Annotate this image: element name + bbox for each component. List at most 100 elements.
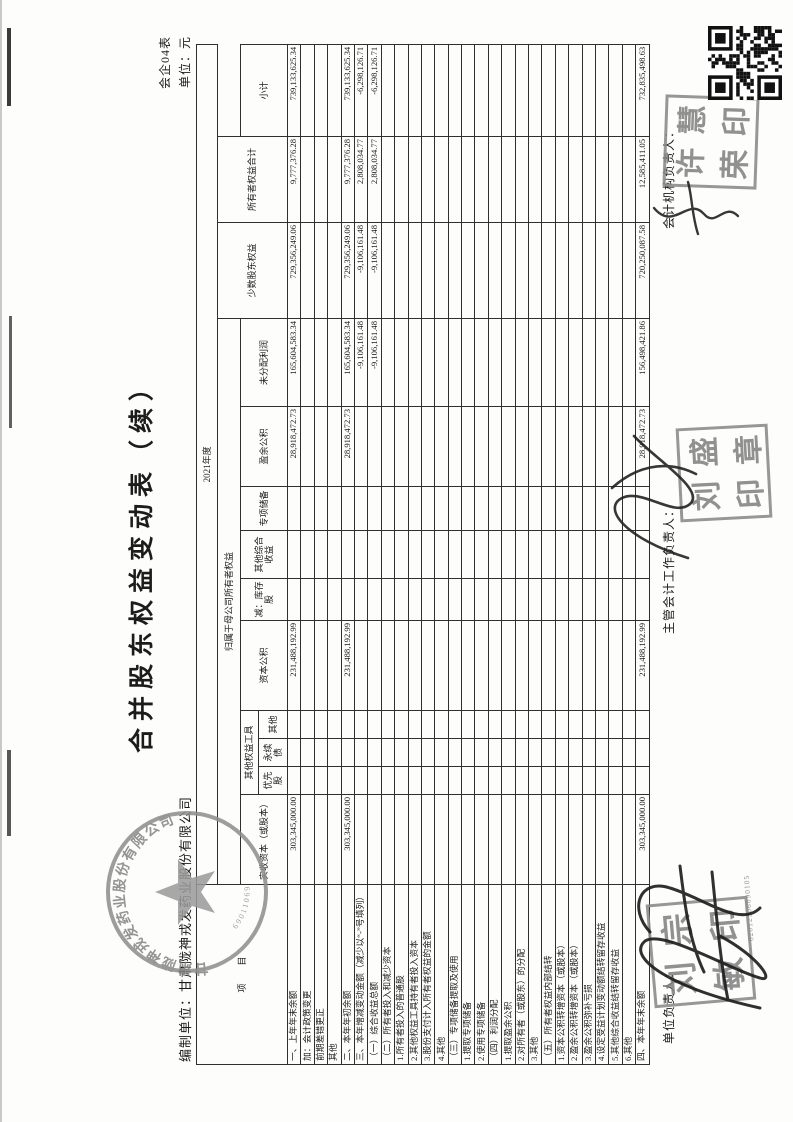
row-label-cell: 前期差错更正 (314, 884, 328, 1065)
value-cell (528, 136, 542, 223)
value-cell (314, 738, 328, 767)
value-cell: -9,106,161.48 (367, 318, 382, 407)
value-cell (488, 620, 502, 711)
value-cell (421, 578, 435, 621)
value-cell (474, 794, 489, 885)
value-cell (568, 318, 583, 407)
accounting-dept-head-handwritten-signature (652, 180, 740, 236)
value-cell (568, 44, 583, 137)
value-cell (327, 530, 342, 579)
value-cell: 739,133,625.34 (341, 44, 355, 137)
value-cell (582, 44, 596, 137)
value-cell (555, 766, 569, 795)
value-cell (408, 794, 422, 885)
value-cell (341, 766, 355, 795)
table-row: 2.对所有者（或股东）的分配 (515, 44, 529, 1065)
value-cell: -6,298,126.71 (354, 44, 368, 137)
value-cell (541, 710, 556, 739)
value-cell (541, 794, 556, 885)
value-cell (448, 222, 462, 319)
value-cell (541, 44, 556, 137)
value-cell (501, 44, 516, 137)
table-row: 3.其他 (528, 44, 542, 1065)
row-label-cell: （一）综合收益总额 (367, 884, 382, 1065)
value-cell (394, 44, 409, 137)
stamp-char: 印 (734, 477, 769, 510)
value-cell (448, 794, 462, 885)
scan-artifact (7, 750, 11, 836)
value-cell (434, 578, 449, 621)
value-cell (300, 136, 315, 223)
value-cell: 28,918,472.73 (341, 406, 355, 487)
value-cell (488, 318, 502, 407)
value-cell (501, 738, 516, 767)
value-cell (354, 794, 368, 885)
value-cell (595, 794, 609, 885)
currency-unit-note: 单位：元 (178, 36, 192, 89)
seal-code: 69011069 (231, 884, 252, 930)
value-cell (381, 738, 395, 767)
value-cell (461, 136, 475, 223)
value-cell (541, 222, 556, 319)
table-row: 前期差错更正 (314, 44, 328, 1065)
value-cell (595, 766, 609, 795)
value-cell (595, 578, 609, 621)
row-label-cell: 三、本年增减变动金额（减少以“-”号填列） (354, 884, 368, 1065)
value-cell (394, 794, 409, 885)
value-cell (300, 620, 315, 711)
value-cell (300, 44, 315, 137)
capital-reserve-header: 资本公积 (240, 620, 288, 711)
value-cell (341, 530, 355, 579)
value-cell (408, 710, 422, 739)
value-cell (394, 222, 409, 319)
value-cell (622, 318, 636, 407)
value-cell (461, 738, 475, 767)
value-cell (381, 486, 395, 531)
value-cell (434, 222, 449, 319)
row-label-cell: 一、上年年末余额 (287, 884, 301, 1065)
table-row: 3.股份支付计入所有者权益的金额 (421, 44, 435, 1065)
value-cell (314, 620, 328, 711)
scan-artifact (0, 0, 2, 1122)
value-cell (568, 136, 583, 223)
value-cell (367, 486, 382, 531)
table-row: （二）所有者投入和减少资本 (381, 44, 395, 1065)
value-cell (354, 738, 368, 767)
value-cell (488, 738, 502, 767)
value-cell (515, 766, 529, 795)
value-cell (501, 578, 516, 621)
value-cell (394, 136, 409, 223)
value-cell (555, 222, 569, 319)
value-cell (327, 710, 342, 739)
value-cell (354, 620, 368, 711)
value-cell (461, 620, 475, 711)
value-cell (528, 486, 542, 531)
value-cell (314, 794, 328, 885)
table-row: 一、上年年末余额 303,345,000.00 231,488,192.99 28,9… (287, 44, 301, 1065)
value-cell (541, 620, 556, 711)
row-label-cell: 2.其他权益工具持有者投入资本 (408, 884, 422, 1065)
other-instruments-header: 其他 (258, 710, 288, 739)
value-cell (622, 222, 636, 319)
value-cell (528, 530, 542, 579)
row-label-cell: （五）所有者权益内部结转 (541, 884, 556, 1065)
value-cell (300, 710, 315, 739)
row-label-cell: 其他 (327, 884, 342, 1065)
value-cell (541, 318, 556, 407)
table-row: 2.其他权益工具持有者投入资本 (408, 44, 422, 1065)
value-cell (367, 620, 382, 711)
value-cell (300, 794, 315, 885)
value-cell (367, 794, 382, 885)
value-cell (327, 318, 342, 407)
value-cell (300, 578, 315, 621)
value-cell (622, 766, 636, 795)
value-cell (474, 486, 489, 531)
value-cell (582, 620, 596, 711)
value-cell (568, 794, 583, 885)
value-cell (421, 766, 435, 795)
value-cell (635, 578, 650, 621)
value-cell: 165,604,583.34 (287, 318, 301, 407)
value-cell (381, 710, 395, 739)
value-cell (515, 486, 529, 531)
row-label-cell: （四）利润分配 (488, 884, 502, 1065)
